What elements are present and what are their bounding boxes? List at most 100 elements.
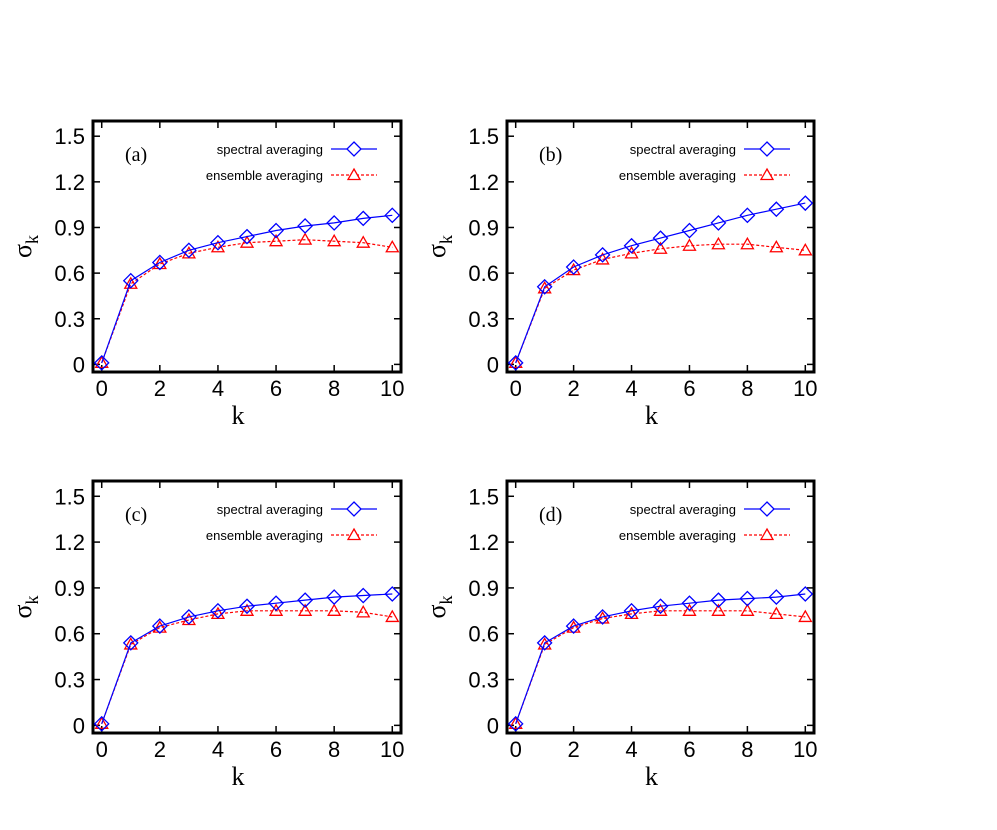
data-point-spectral — [768, 589, 785, 605]
series-line-ensemble — [101, 239, 393, 364]
y-tick-label: 1.2 — [468, 170, 499, 195]
x-axis-label: k — [232, 762, 245, 791]
data-point-ensemble — [356, 605, 371, 618]
plot-frame — [91, 479, 403, 735]
data-point-spectral — [180, 242, 197, 259]
x-tick-label: 2 — [154, 376, 166, 401]
y-axis-label: σk — [8, 235, 42, 258]
x-tick-label: 10 — [793, 376, 817, 401]
x-tick-label: 4 — [625, 737, 637, 762]
data-point-ensemble — [268, 233, 284, 247]
y-tick-label: 0.9 — [468, 576, 499, 601]
legend-marker-diamond — [759, 141, 775, 157]
data-point-spectral — [507, 715, 524, 732]
x-tick-label: 6 — [683, 376, 695, 401]
data-point-ensemble — [94, 355, 109, 369]
y-tick-label: 0.6 — [468, 261, 499, 286]
x-tick-label: 6 — [683, 737, 695, 762]
y-tick-label: 0 — [487, 352, 499, 377]
data-point-ensemble — [740, 236, 755, 250]
y-tick-label: 0 — [487, 713, 499, 738]
data-point-spectral — [768, 201, 785, 218]
data-point-ensemble — [624, 246, 639, 259]
x-tick-label: 0 — [96, 376, 108, 401]
panel-label: (c) — [125, 504, 147, 526]
legend-marker-triangle — [346, 167, 362, 181]
y-tick-label: 1.2 — [54, 170, 85, 195]
data-point-ensemble — [327, 603, 342, 616]
y-axis-label: σk — [422, 595, 456, 618]
data-point-spectral — [536, 634, 553, 651]
data-point-spectral — [739, 590, 756, 607]
panel-label: (a) — [125, 144, 147, 166]
data-point-ensemble — [653, 241, 668, 254]
y-axis-label-main: σ — [8, 604, 37, 618]
data-point-ensemble — [385, 609, 400, 623]
x-tick-label: 2 — [567, 737, 579, 762]
y-tick-label: 1.5 — [54, 124, 85, 149]
data-point-spectral — [268, 595, 284, 612]
data-point-ensemble — [508, 716, 523, 729]
data-point-spectral — [268, 222, 284, 239]
data-point-ensemble — [385, 239, 400, 253]
data-point-ensemble — [537, 281, 552, 294]
data-point-spectral — [93, 715, 110, 732]
panel-label: (d) — [539, 504, 562, 526]
data-point-ensemble — [682, 603, 697, 616]
series-line-ensemble — [515, 243, 806, 364]
x-tick-label: 4 — [212, 737, 224, 762]
data-point-spectral — [536, 278, 553, 295]
y-tick-label: 1.2 — [54, 530, 85, 555]
data-point-ensemble — [152, 256, 167, 270]
legend-label: ensemble averaging — [206, 528, 323, 543]
legend-label: ensemble averaging — [619, 168, 736, 183]
y-tick-label: 1.5 — [468, 484, 499, 509]
series-line-spectral — [101, 593, 393, 725]
x-tick-label: 4 — [212, 376, 224, 401]
series-line-ensemble — [101, 610, 393, 725]
legend-marker-triangle — [346, 527, 362, 541]
series-line-ensemble — [515, 610, 806, 725]
data-point-ensemble — [537, 637, 552, 650]
data-point-ensemble — [297, 603, 313, 616]
data-point-spectral — [355, 587, 372, 604]
x-tick-label: 2 — [154, 737, 166, 762]
x-tick-label: 6 — [270, 376, 282, 401]
y-axis-label: σk — [8, 595, 42, 618]
data-point-spectral — [797, 586, 814, 602]
data-point-ensemble — [94, 716, 109, 729]
data-point-ensemble — [327, 233, 342, 247]
y-tick-label: 0.3 — [54, 307, 85, 332]
data-point-ensemble — [566, 620, 581, 633]
x-tick-label: 4 — [625, 376, 637, 401]
x-tick-label: 0 — [96, 737, 108, 762]
data-point-spectral — [797, 195, 814, 212]
data-point-spectral — [239, 598, 255, 615]
y-tick-label: 0 — [73, 713, 85, 738]
x-tick-label: 8 — [741, 376, 753, 401]
series-line-spectral — [515, 202, 806, 364]
data-point-ensemble — [769, 239, 784, 253]
y-tick-label: 1.5 — [54, 484, 85, 509]
data-point-ensemble — [798, 609, 813, 623]
data-point-spectral — [297, 218, 314, 234]
x-tick-label: 2 — [567, 376, 579, 401]
y-axis-label: σk — [422, 235, 456, 258]
y-tick-label: 0.3 — [468, 668, 499, 693]
data-point-spectral — [384, 207, 401, 224]
series-line-spectral — [515, 593, 806, 725]
data-point-ensemble — [798, 242, 813, 256]
legend-label: spectral averaging — [217, 142, 323, 157]
series-line-spectral — [101, 214, 393, 364]
data-point-spectral — [623, 237, 640, 254]
data-point-spectral — [507, 354, 524, 371]
data-point-ensemble — [297, 232, 313, 245]
data-point-ensemble — [123, 637, 138, 650]
y-tick-label: 0 — [73, 352, 85, 377]
data-point-spectral — [594, 246, 611, 263]
y-tick-label: 1.2 — [468, 530, 499, 555]
